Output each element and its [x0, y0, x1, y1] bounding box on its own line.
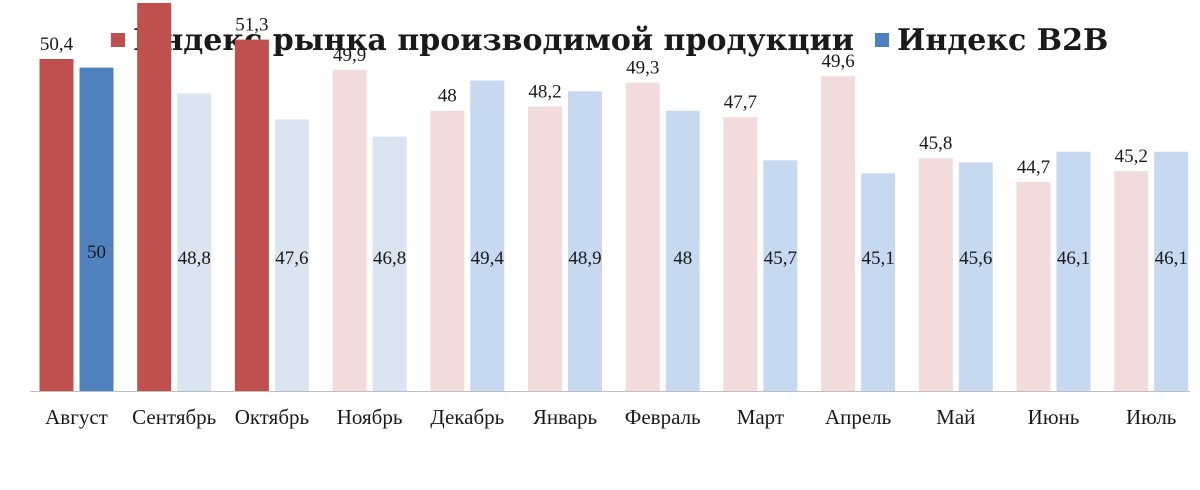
- legend-label-b2b-index: Индекс B2B: [897, 23, 1108, 58]
- value-labels: 50,4505348,851,347,649,946,84849,448,248…: [40, 15, 1188, 269]
- value-label-market-index: 50,4: [40, 34, 74, 55]
- value-label-b2b-index: 45,1: [861, 248, 894, 269]
- bar-market-index: [528, 106, 562, 391]
- bar-b2b-index: [1056, 151, 1091, 391]
- value-label-b2b-index: 50: [87, 242, 106, 263]
- bar-b2b-index: [958, 162, 993, 391]
- x-tick-label: Сентябрь: [132, 405, 216, 429]
- bar-b2b-index: [1154, 151, 1189, 391]
- x-tick-label: Ноябрь: [337, 405, 403, 429]
- value-label-b2b-index: 46,1: [1057, 248, 1090, 269]
- x-tick-label: Январь: [533, 405, 597, 429]
- value-label-b2b-index: 46,1: [1155, 248, 1188, 269]
- bar-b2b-index: [177, 93, 212, 392]
- bar-b2b-index: [861, 173, 896, 391]
- legend-swatch-b2b-index: [875, 33, 889, 47]
- value-label-b2b-index: 48,9: [568, 248, 601, 269]
- bar-market-index: [723, 117, 758, 391]
- bar-market-index: [625, 82, 660, 391]
- bar-b2b-index: [274, 119, 309, 391]
- bar-b2b-index: [568, 91, 602, 392]
- value-label-b2b-index: 45,7: [764, 248, 797, 269]
- value-label-b2b-index: 48,8: [178, 248, 211, 269]
- value-label-market-index: 48,2: [528, 81, 561, 102]
- bar-market-index: [39, 59, 74, 391]
- x-tick-label: Октябрь: [235, 405, 309, 429]
- bar-market-index: [1114, 171, 1149, 391]
- value-label-market-index: 49,6: [821, 51, 854, 72]
- value-label-b2b-index: 48: [673, 248, 692, 269]
- x-tick-label: Июль: [1126, 405, 1176, 429]
- value-label-b2b-index: 46,8: [373, 248, 406, 269]
- legend-swatch-market-index: [111, 33, 125, 47]
- bar-market-index: [137, 2, 172, 391]
- bar-market-index: [918, 158, 953, 391]
- x-tick-label: Март: [737, 405, 784, 429]
- bars: [39, 2, 1189, 392]
- value-label-market-index: 45,8: [919, 133, 952, 154]
- value-label-b2b-index: 45,6: [959, 248, 992, 269]
- x-tick-label: Июнь: [1028, 405, 1080, 429]
- bar-b2b-index: [372, 136, 407, 391]
- x-tick-label: Май: [936, 405, 975, 429]
- value-label-market-index: 45,2: [1115, 146, 1148, 167]
- bar-market-index: [821, 76, 856, 391]
- value-label-market-index: 49,9: [333, 45, 366, 66]
- bar-market-index: [234, 39, 269, 391]
- value-label-b2b-index: 47,6: [275, 248, 308, 269]
- value-label-b2b-index: 49,4: [471, 248, 505, 269]
- bar-market-index: [1016, 181, 1051, 391]
- bar-market-index: [430, 110, 465, 391]
- value-label-market-index: 48: [438, 86, 457, 107]
- x-axis-ticks: Август Сентябрь Октябрь Ноябрь Декабрь Январь…: [45, 405, 1176, 429]
- x-tick-label: Август: [45, 405, 108, 429]
- bar-b2b-index: [763, 160, 798, 391]
- bar-market-index: [332, 69, 367, 391]
- bar-b2b-index: [470, 80, 505, 391]
- value-label-market-index: 44,7: [1017, 157, 1050, 178]
- value-label-market-index: 49,3: [626, 58, 659, 79]
- x-tick-label: Февраль: [625, 405, 701, 429]
- x-tick-label: Декабрь: [430, 405, 504, 429]
- bar-b2b-index: [79, 67, 114, 391]
- x-tick-label: Апрель: [825, 405, 891, 429]
- value-label-market-index: 47,7: [724, 92, 757, 113]
- bar-b2b-index: [665, 110, 700, 391]
- value-label-market-index: 51,3: [235, 15, 268, 36]
